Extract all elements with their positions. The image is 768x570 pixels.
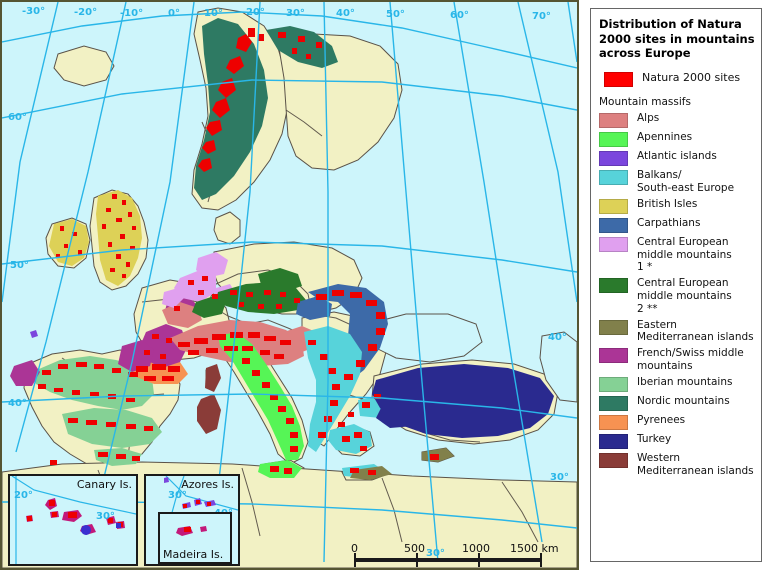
scale-label-1000: 1000 — [462, 542, 490, 555]
legend-label-alps: Alps — [637, 112, 660, 125]
scale-tick-0 — [354, 553, 356, 567]
inset-canary-islands[interactable]: Canary Is. 20° 30° — [8, 474, 138, 566]
legend-row-balkans[interactable]: Balkans/ South-east Europe — [599, 169, 755, 195]
legend-row-atlantic-islands[interactable]: Atlantic islands — [599, 150, 755, 167]
legend-row-turkey[interactable]: Turkey — [599, 433, 755, 449]
legend-swatch-western-mediterranean-islands — [599, 452, 628, 468]
legend-swatch-alps — [599, 113, 628, 129]
legend-label-central-european-1: Central European middle mountains 1 * — [637, 235, 732, 274]
inset-azores-title: Azores Is. — [181, 478, 234, 491]
legend-swatch-iberian-mountains — [599, 376, 628, 392]
inset-canary-title: Canary Is. — [76, 478, 132, 491]
legend-swatch-pyrenees — [599, 414, 628, 430]
scale-tick-1500 — [540, 553, 542, 567]
legend-swatch-nordic-mountains — [599, 395, 628, 411]
legend-row-pyrenees[interactable]: Pyrenees — [599, 414, 755, 430]
legend-swatch-central-european-1 — [599, 236, 628, 252]
madeira-inset-graphic — [160, 514, 230, 562]
legend-row-iberian-mountains[interactable]: Iberian mountains — [599, 376, 755, 392]
legend-label-apennines: Apennines — [637, 131, 693, 144]
inset-azores-islands[interactable]: Azores Is. 30° 40° Madeira Is. — [144, 474, 240, 566]
map-panel[interactable]: -30° -20° -10° 0° 10° 20° 30° 40° 50° 60… — [0, 0, 579, 570]
scale-label-500: 500 — [404, 542, 425, 555]
legend-swatch-central-european-2 — [599, 278, 628, 294]
legend-row-eastern-mediterranean-islands[interactable]: Eastern Mediterranean islands — [599, 319, 755, 345]
legend-row-alps[interactable]: Alps — [599, 112, 755, 129]
canary-inset-graphic — [10, 476, 136, 564]
legend-swatch-atlantic-islands — [599, 151, 628, 167]
legend-label-carpathians: Carpathians — [637, 216, 701, 229]
legend-row-french-swiss[interactable]: French/Swiss middle mountains — [599, 347, 755, 373]
legend-label-iberian-mountains: Iberian mountains — [637, 375, 733, 388]
legend-swatch-natura-2000 — [604, 72, 633, 88]
legend-label-turkey: Turkey — [637, 432, 672, 445]
scale-label-0: 0 — [351, 542, 358, 555]
legend-title: Distribution of Natura 2000 sites in mou… — [599, 17, 755, 61]
legend-row-nordic-mountains[interactable]: Nordic mountains — [599, 395, 755, 411]
inset-madeira-title: Madeira Is. — [163, 548, 224, 561]
legend-label-atlantic-islands: Atlantic islands — [637, 150, 717, 163]
legend-swatch-eastern-mediterranean-islands — [599, 319, 628, 335]
legend-row-natura-2000[interactable]: Natura 2000 sites — [599, 71, 755, 88]
legend-swatch-balkans — [599, 170, 628, 186]
legend-swatch-british-isles — [599, 198, 628, 214]
legend-swatch-carpathians — [599, 217, 628, 233]
inset-madeira-islands[interactable]: Madeira Is. — [158, 512, 232, 564]
legend-label-pyrenees: Pyrenees — [637, 413, 686, 426]
legend-label-eastern-mediterranean-islands: Eastern Mediterranean islands — [637, 318, 754, 344]
scale-tick-1000 — [478, 553, 480, 567]
legend-label-central-european-2: Central European middle mountains 2 ** — [637, 277, 732, 315]
legend-panel: Distribution of Natura 2000 sites in mou… — [590, 8, 762, 562]
legend-label-natura-2000: Natura 2000 sites — [642, 71, 741, 85]
legend-label-french-swiss: French/Swiss middle mountains — [637, 347, 744, 372]
legend-section-mountain-massifs: Mountain massifs — [599, 96, 691, 109]
legend-row-apennines[interactable]: Apennines — [599, 131, 755, 148]
scale-bar: 0 500 1000 1500 km — [351, 542, 559, 568]
legend-label-nordic-mountains: Nordic mountains — [637, 394, 730, 407]
legend-swatch-turkey — [599, 433, 628, 449]
legend-label-western-mediterranean-islands: Western Mediterranean islands — [637, 451, 754, 477]
legend-row-central-european-2[interactable]: Central European middle mountains 2 ** — [599, 277, 755, 315]
legend-row-central-european-1[interactable]: Central European middle mountains 1 * — [599, 236, 755, 274]
legend-row-british-isles[interactable]: British Isles — [599, 198, 755, 214]
legend-label-balkans: Balkans/ South-east Europe — [637, 169, 735, 194]
scale-label-1500: 1500 km — [510, 542, 559, 555]
legend-row-western-mediterranean-islands[interactable]: Western Mediterranean islands — [599, 452, 755, 478]
legend-swatch-apennines — [599, 132, 628, 148]
scale-bar-line — [354, 558, 542, 562]
scale-tick-500 — [416, 553, 418, 567]
legend-label-british-isles: British Isles — [637, 197, 698, 210]
legend-swatch-french-swiss — [599, 348, 628, 364]
legend-row-carpathians[interactable]: Carpathians — [599, 217, 755, 233]
